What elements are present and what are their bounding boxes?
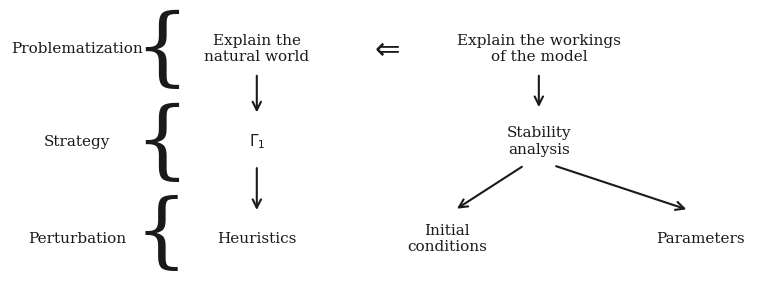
Text: Strategy: Strategy — [44, 135, 110, 149]
Text: Perturbation: Perturbation — [28, 232, 126, 246]
Text: Stability
analysis: Stability analysis — [506, 126, 572, 157]
Text: Parameters: Parameters — [656, 232, 744, 246]
Text: Explain the workings
of the model: Explain the workings of the model — [457, 34, 621, 64]
Text: Explain the
natural world: Explain the natural world — [204, 34, 309, 64]
Text: Heuristics: Heuristics — [217, 232, 296, 246]
Text: Problematization: Problematization — [11, 42, 143, 56]
Text: {: { — [134, 103, 189, 186]
Text: {: { — [135, 195, 188, 275]
Text: {: { — [134, 10, 189, 93]
Text: Initial
conditions: Initial conditions — [407, 224, 487, 254]
Text: $\Leftarrow$: $\Leftarrow$ — [369, 34, 401, 65]
Text: $\Gamma_1$: $\Gamma_1$ — [249, 132, 265, 151]
